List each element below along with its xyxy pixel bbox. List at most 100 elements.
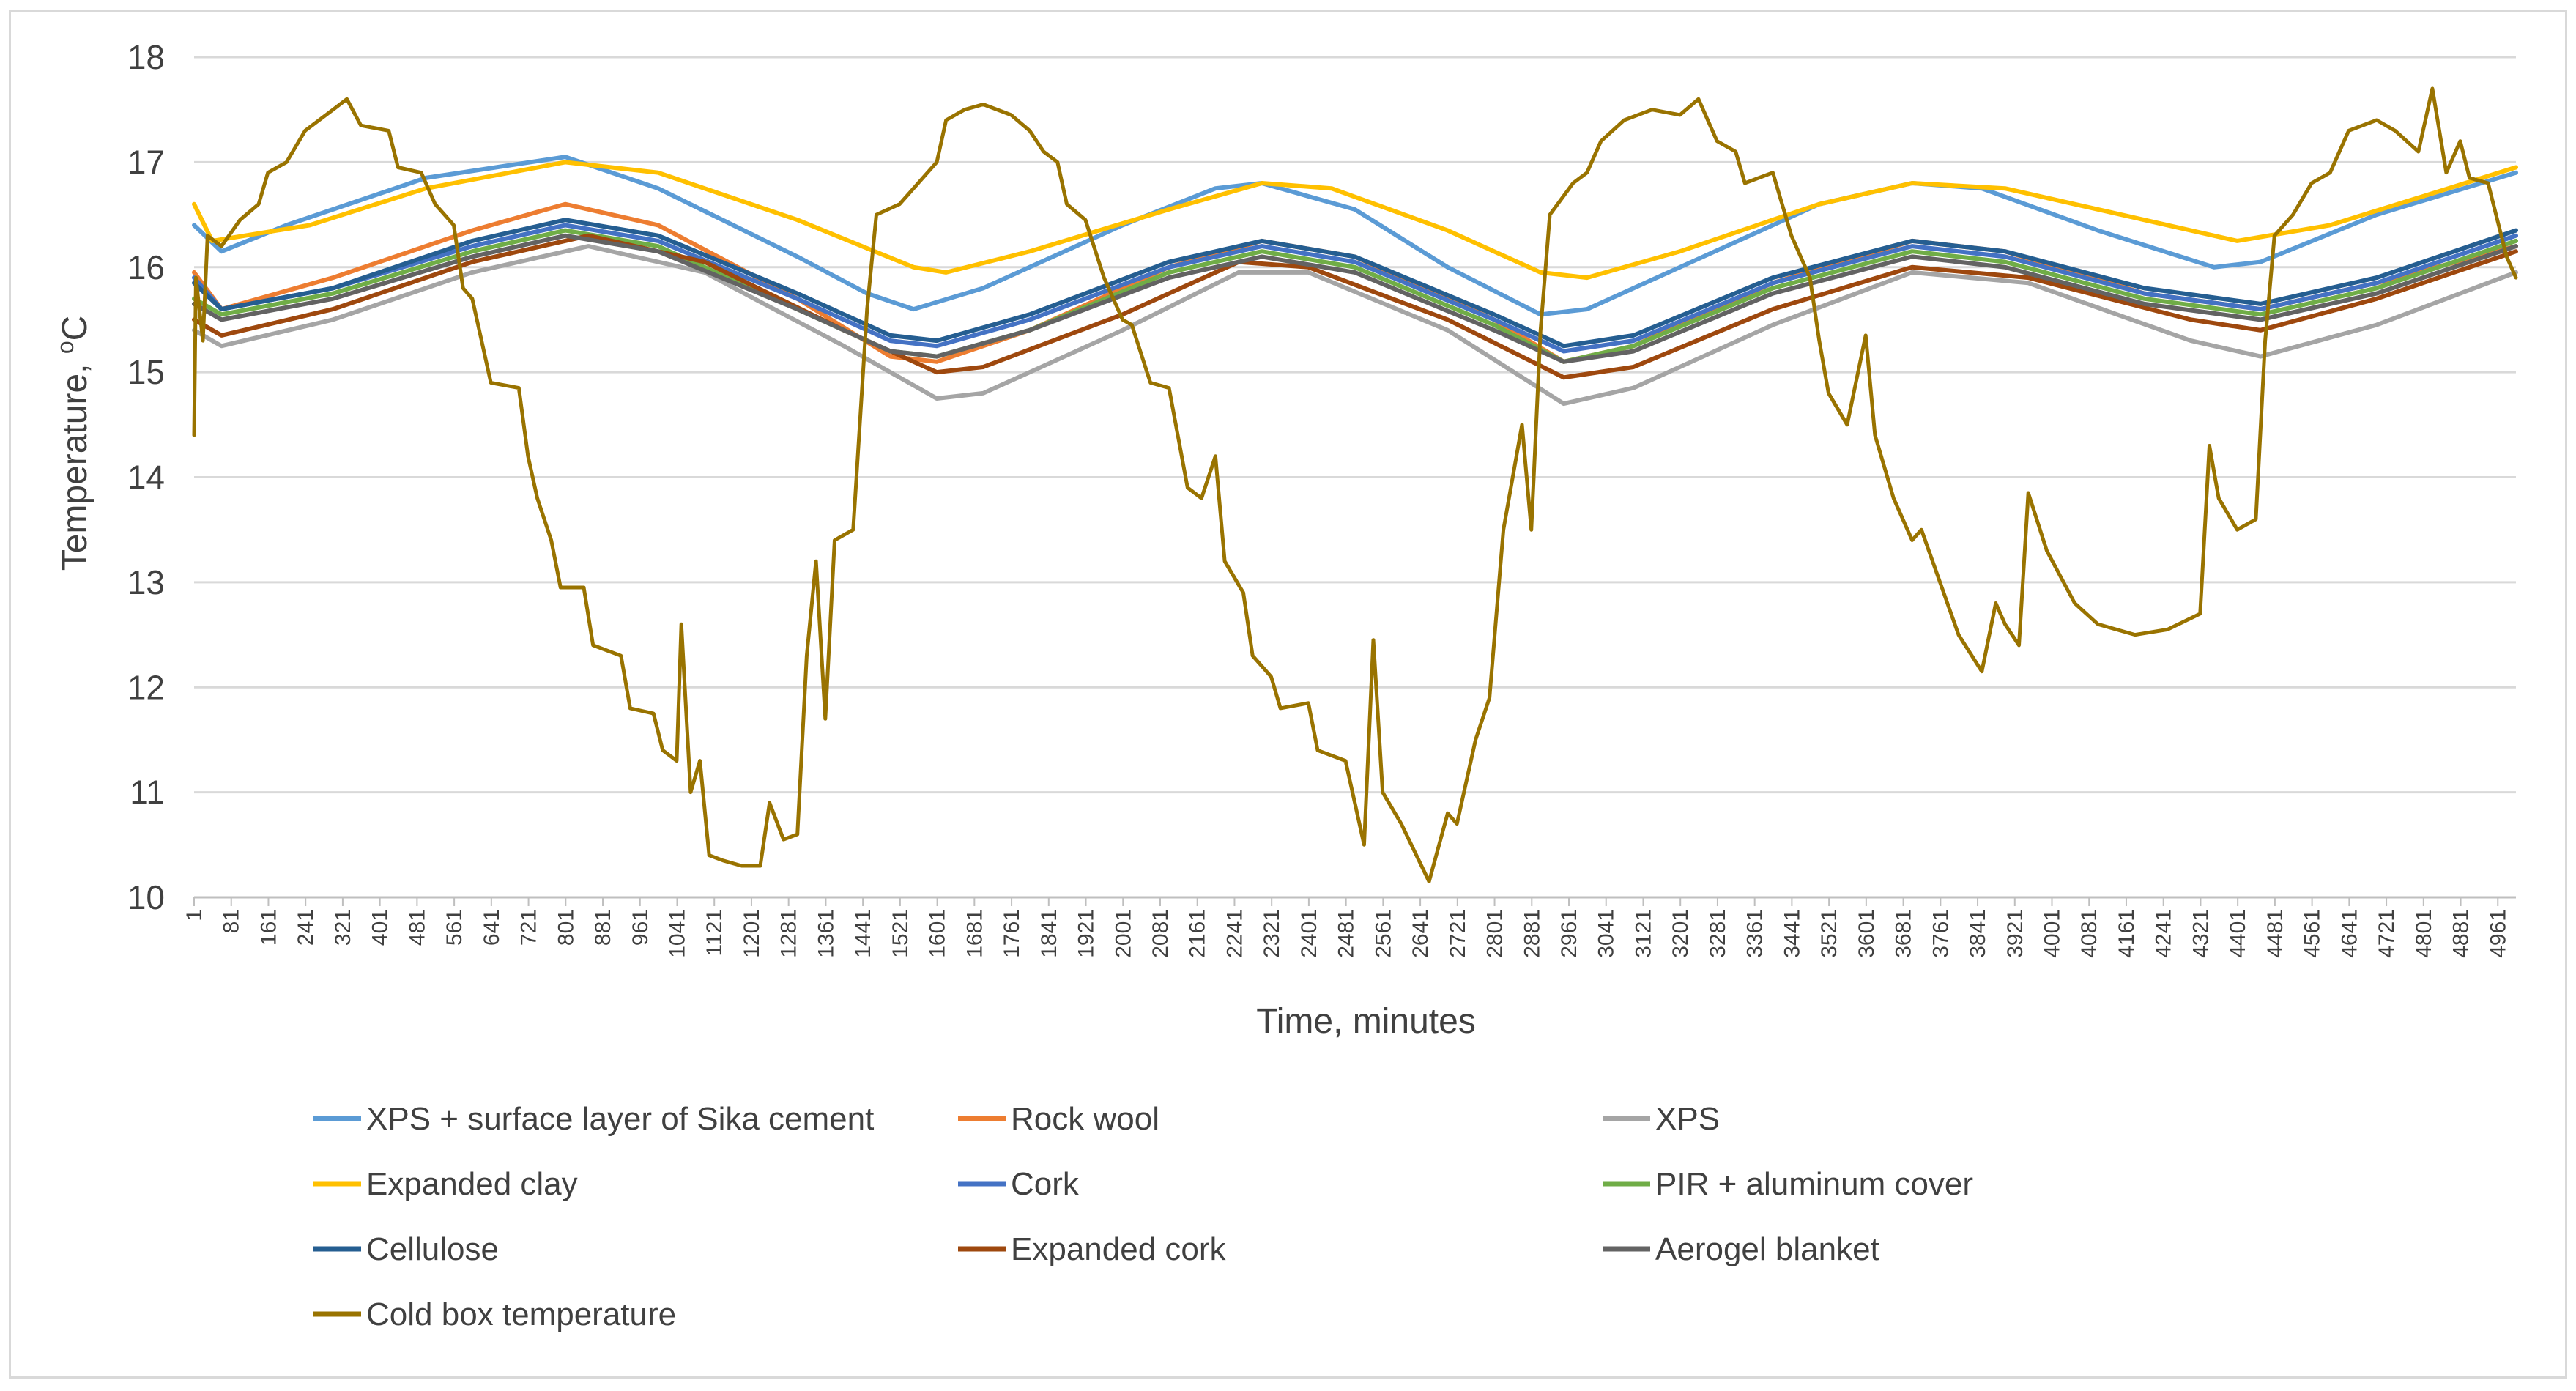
x-tick-label: 1681 — [962, 909, 987, 958]
x-tick-label: 241 — [294, 909, 318, 946]
series-line-pir-aluminum-cover — [192, 228, 2518, 364]
x-tick-label: 4561 — [2301, 909, 2325, 958]
y-tick-label: 18 — [127, 38, 165, 76]
x-tick-label: 4721 — [2375, 909, 2399, 958]
x-tick-label: 4081 — [2077, 909, 2101, 958]
y-tick-label: 17 — [127, 143, 165, 181]
x-tick-label: 1441 — [851, 909, 875, 958]
y-tick-label: 10 — [127, 878, 165, 916]
x-tick-label: 641 — [480, 909, 504, 946]
y-tick-label: 13 — [127, 563, 165, 601]
x-tick-label: 1601 — [926, 909, 950, 958]
x-tick-label: 1281 — [777, 909, 801, 958]
legend-label: Expanded cork — [1011, 1231, 1227, 1267]
x-tick-label: 401 — [368, 909, 393, 946]
legend-label: XPS — [1655, 1101, 1720, 1137]
x-tick-label: 3361 — [1743, 909, 1767, 958]
legend-label: Cellulose — [366, 1231, 499, 1267]
series-line-cork — [192, 223, 2518, 354]
legend-label: PIR + aluminum cover — [1655, 1166, 1973, 1202]
x-tick-label: 3921 — [2003, 909, 2027, 958]
series-line-expanded-clay — [192, 160, 2518, 281]
legend-label: Cold box temperature — [366, 1297, 676, 1332]
x-tick-label: 4001 — [2041, 909, 2065, 958]
legend-item: Cork — [958, 1166, 1080, 1202]
y-tick-label: 11 — [130, 774, 165, 812]
y-axis-label: Temperature, oC — [52, 316, 94, 571]
x-tick-label: 4241 — [2152, 909, 2176, 958]
legend-label: Rock wool — [1011, 1101, 1159, 1137]
x-axis-label: Time, minutes — [1256, 1002, 1476, 1041]
legend: XPS + surface layer of Sika cement Rock w… — [313, 1101, 1973, 1332]
series-line-expanded-cork — [192, 233, 2518, 380]
y-axis-ticks: 10 11 12 13 14 15 16 17 18 — [127, 38, 165, 916]
x-tick-label: 1201 — [740, 909, 764, 958]
x-tick-label: 2641 — [1408, 909, 1433, 958]
legend-item: Expanded cork — [958, 1231, 1227, 1267]
x-tick-label: 801 — [554, 909, 578, 946]
x-tick-label: 3681 — [1892, 909, 1916, 958]
x-tick-label: 2401 — [1297, 909, 1321, 958]
legend-item: Rock wool — [958, 1101, 1159, 1137]
legend-item: Expanded clay — [313, 1166, 578, 1202]
x-tick-label: 561 — [442, 909, 467, 946]
legend-item: Aerogel blanket — [1603, 1231, 1879, 1267]
x-tick-label: 2561 — [1371, 909, 1395, 958]
x-tick-label: 4881 — [2449, 909, 2473, 958]
y-tick-label: 14 — [127, 459, 165, 497]
x-tick-label: 2241 — [1222, 909, 1247, 958]
x-tick-label: 2161 — [1186, 909, 1210, 958]
x-tick-label: 3841 — [1966, 909, 1990, 958]
x-tick-label: 1521 — [888, 909, 913, 958]
x-tick-label: 4481 — [2263, 909, 2287, 958]
x-tick-label: 3201 — [1669, 909, 1693, 958]
x-tick-label: 1841 — [1037, 909, 1061, 958]
x-tick-label: 1761 — [1000, 909, 1024, 958]
chart-frame — [9, 10, 2567, 1379]
x-tick-label: 3761 — [1929, 909, 1953, 958]
series-line-cellulose — [192, 218, 2518, 349]
x-tick-label: 4401 — [2226, 909, 2250, 958]
x-tick-label: 3041 — [1595, 909, 1619, 958]
x-tick-label: 3521 — [1817, 909, 1841, 958]
x-tick-label: 2081 — [1148, 909, 1173, 958]
x-tick-label: 721 — [517, 909, 541, 946]
x-tick-label: 4161 — [2115, 909, 2139, 958]
series-line-xps — [192, 244, 2518, 407]
x-tick-label: 3601 — [1855, 909, 1879, 958]
legend-item: Cellulose — [313, 1231, 499, 1267]
x-tick-label: 1361 — [814, 909, 838, 958]
x-tick-label: 4641 — [2337, 909, 2361, 958]
legend-label: Cork — [1011, 1166, 1080, 1202]
y-tick-label: 12 — [127, 668, 165, 706]
x-tick-label: 3441 — [1780, 909, 1804, 958]
y-axis-label-unit: C — [56, 316, 94, 341]
legend-item: Cold box temperature — [313, 1297, 676, 1332]
x-tick-label: 1121 — [702, 909, 727, 957]
x-tick-label: 4321 — [2189, 909, 2213, 958]
gridlines — [194, 56, 2516, 899]
series-line-cold-box-temperature — [192, 86, 2518, 883]
y-tick-label: 15 — [127, 353, 165, 391]
x-tick-label: 2321 — [1260, 909, 1284, 958]
x-tick-label: 3121 — [1631, 909, 1655, 958]
legend-item: XPS — [1603, 1101, 1720, 1137]
x-tick-label: 161 — [256, 909, 281, 946]
x-tick-label: 3281 — [1706, 909, 1730, 958]
y-axis-label-degree: o — [52, 341, 78, 354]
x-tick-label: 4801 — [2412, 909, 2436, 958]
legend-label: XPS + surface layer of Sika cement — [366, 1101, 874, 1137]
x-tick-label: 2801 — [1483, 909, 1507, 958]
x-tick-label: 321 — [331, 909, 355, 946]
x-tick-label: 4961 — [2486, 909, 2510, 958]
x-tick-label: 2001 — [1111, 909, 1135, 958]
legend-label: Expanded clay — [366, 1166, 578, 1202]
x-tick-label: 2721 — [1446, 909, 1470, 958]
x-tick-label: 81 — [220, 909, 244, 933]
x-tick-label: 2881 — [1520, 909, 1544, 958]
x-tick-label: 1 — [182, 909, 207, 921]
y-tick-label: 16 — [127, 248, 165, 286]
x-tick-label: 1921 — [1074, 909, 1099, 958]
series-lines — [192, 86, 2518, 883]
